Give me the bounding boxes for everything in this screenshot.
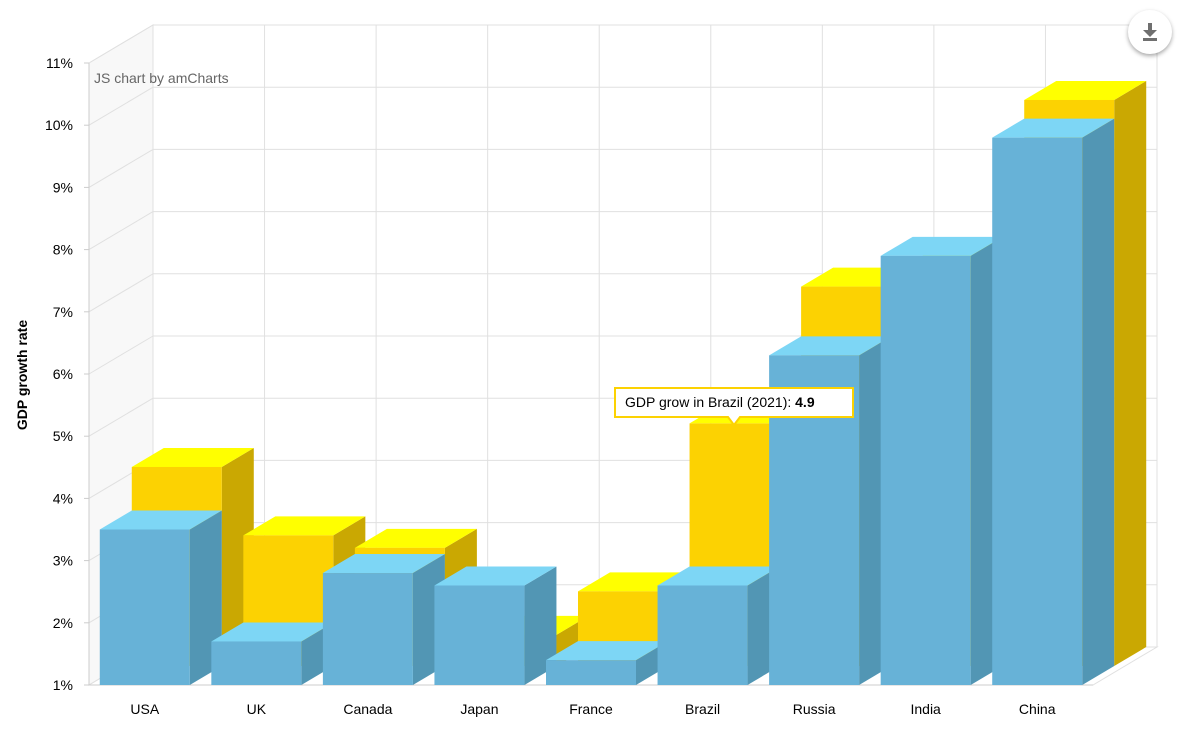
x-tick-label: Brazil bbox=[685, 701, 720, 717]
bar-series1-japan[interactable] bbox=[434, 566, 557, 685]
bar-front bbox=[99, 529, 190, 685]
tooltip-text: GDP grow in Brazil (2021): 4.9 bbox=[625, 394, 815, 410]
x-tick-label: Canada bbox=[343, 701, 392, 717]
gridline-side bbox=[88, 86, 154, 126]
x-tick-label: UK bbox=[247, 701, 267, 717]
y-tick-label: 10% bbox=[45, 117, 73, 133]
gridline-side bbox=[88, 335, 154, 375]
bar-series1-uk[interactable] bbox=[211, 622, 334, 685]
bar-side bbox=[1082, 118, 1115, 685]
y-tick-label: 2% bbox=[53, 615, 73, 631]
bar-top bbox=[99, 510, 222, 530]
gridline-side bbox=[88, 24, 154, 64]
x-tick-label: France bbox=[569, 701, 613, 717]
bar-top bbox=[657, 566, 780, 586]
y-tick-label: 11% bbox=[46, 55, 73, 71]
bar-side bbox=[1114, 80, 1147, 667]
bar-top bbox=[322, 554, 445, 574]
bar-top bbox=[1024, 80, 1147, 100]
y-tick-label: 4% bbox=[53, 490, 73, 506]
bar-series1-brazil[interactable] bbox=[657, 566, 780, 685]
bar-front bbox=[322, 573, 413, 685]
bar-series1-canada[interactable] bbox=[322, 554, 445, 685]
bar-top bbox=[880, 236, 1003, 256]
bar-top bbox=[992, 118, 1115, 138]
y-tick-label: 8% bbox=[53, 242, 73, 258]
x-tick-label: Russia bbox=[793, 701, 836, 717]
bar-top bbox=[354, 528, 477, 548]
y-axis-title: GDP growth rate bbox=[14, 320, 30, 430]
tooltip-box bbox=[614, 387, 854, 427]
bar-top bbox=[243, 516, 366, 536]
gridline-side bbox=[88, 397, 154, 437]
x-tick-label: USA bbox=[130, 701, 159, 717]
chart-credit[interactable]: JS chart by amCharts bbox=[94, 70, 229, 86]
bar-series1-india[interactable] bbox=[880, 236, 1003, 685]
tooltip: GDP grow in Brazil (2021): 4.9 bbox=[614, 387, 854, 427]
tooltip-prefix: GDP grow in Brazil (2021): bbox=[625, 394, 795, 410]
download-icon bbox=[1143, 23, 1157, 41]
bar-front bbox=[546, 660, 636, 685]
gridline-side bbox=[88, 211, 154, 251]
x-tick-label: Japan bbox=[460, 701, 498, 717]
y-tick-label: 5% bbox=[53, 428, 73, 444]
bar-front bbox=[211, 641, 302, 685]
x-tick-label: China bbox=[1019, 701, 1056, 717]
bar-series1-china[interactable] bbox=[992, 118, 1115, 685]
bar-series1-usa[interactable] bbox=[99, 510, 222, 686]
bar-top bbox=[769, 336, 892, 356]
x-tick-label: India bbox=[910, 701, 941, 717]
gridline-side bbox=[88, 148, 154, 188]
x-axis-ticks: USA UK Canada Japan France Brazil Russia India C… bbox=[130, 701, 1055, 717]
bar-front bbox=[434, 585, 525, 685]
bar-side bbox=[524, 566, 557, 685]
bar-series1-france[interactable] bbox=[546, 641, 668, 685]
bar-front bbox=[880, 255, 971, 685]
bar-top bbox=[131, 447, 254, 467]
export-button[interactable] bbox=[1128, 10, 1172, 54]
y-tick-label: 3% bbox=[53, 553, 73, 569]
bar-top bbox=[546, 641, 668, 661]
bar-front bbox=[992, 137, 1083, 685]
y-tick-label: 1% bbox=[53, 677, 73, 693]
y-tick-label: 6% bbox=[53, 366, 73, 382]
bar-top bbox=[211, 622, 334, 642]
y-axis-ticks: 1% 2% 3% 4% 5% 6% 7% 8% 9% 10% 11% bbox=[45, 55, 89, 693]
bar-front bbox=[657, 585, 748, 685]
gridline-side bbox=[88, 273, 154, 313]
y-tick-label: 7% bbox=[53, 304, 73, 320]
y-tick-label: 9% bbox=[53, 179, 73, 195]
tooltip-value: 4.9 bbox=[795, 394, 815, 410]
bar-top bbox=[434, 566, 557, 586]
